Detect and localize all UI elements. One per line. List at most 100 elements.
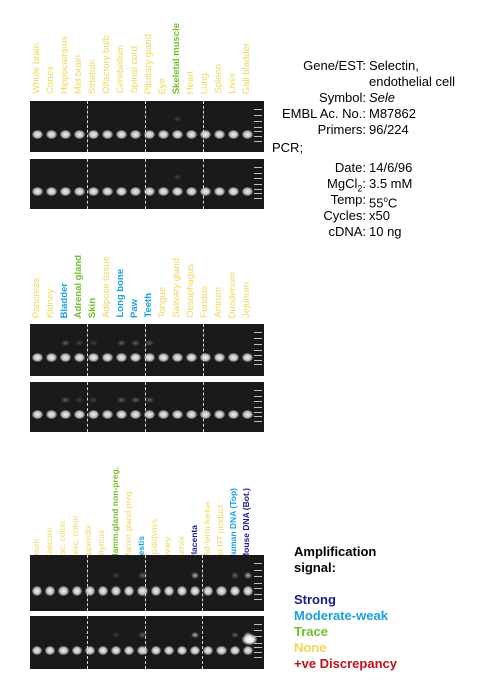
- pcr-heading-text: PCR;: [272, 140, 304, 155]
- gel-product-band: [131, 397, 140, 403]
- gel-band: [116, 187, 127, 196]
- gel-band: [216, 645, 227, 656]
- lane-label: Adrenal gland: [73, 254, 84, 318]
- lane-label: Cortex: [45, 66, 56, 94]
- info-value: Sele: [369, 90, 396, 105]
- gel-band: [228, 129, 239, 139]
- gel-band: [190, 645, 201, 656]
- lane-divider: [87, 159, 88, 209]
- gel-band: [88, 187, 99, 196]
- info-row: MgCl2: 3.5 mM: [268, 176, 478, 194]
- lane-label: Antrum: [213, 287, 224, 318]
- gel-band: [186, 353, 197, 363]
- gel-band: [71, 645, 82, 656]
- info-key: Symbol:: [319, 90, 366, 105]
- info-row: endothelial cell: [268, 74, 478, 90]
- gel-band: [242, 410, 253, 419]
- lane-label: Whole brain: [31, 43, 42, 94]
- gel-band: [58, 645, 69, 656]
- gel-product-band: [61, 339, 70, 346]
- gene-info-block: Gene/EST: Selectin, endothelial cell Symbol…: [268, 58, 478, 240]
- gel-band: [176, 586, 188, 597]
- info-row: Primers: 96/224: [268, 122, 478, 138]
- lane-label: Mid-term foetus: [201, 500, 212, 560]
- gel-band: [32, 645, 43, 656]
- gel-band: [130, 187, 141, 196]
- gel-band: [124, 586, 135, 597]
- info-value: endothelial cell: [369, 74, 456, 89]
- gel-band: [45, 586, 56, 597]
- gel-band: [84, 645, 95, 656]
- gel-product-band: [230, 571, 239, 579]
- lane-label: Hippocampus: [59, 35, 70, 94]
- gel-band: [200, 410, 211, 419]
- gel-band: [88, 353, 99, 363]
- legend-title: signal:: [294, 560, 336, 575]
- gel-band: [46, 129, 57, 139]
- gel-band: [32, 187, 43, 196]
- gel-band: [172, 129, 183, 139]
- gel-band: [130, 353, 141, 363]
- gel-band: [172, 353, 183, 363]
- gel-band: [158, 129, 169, 139]
- gel-band: [228, 187, 239, 196]
- lane-label: Salivary gland: [171, 258, 182, 318]
- gel-band: [88, 129, 99, 139]
- lane-label: Striatum: [87, 58, 98, 94]
- gel-band: [130, 129, 141, 139]
- lane-divider: [87, 101, 88, 152]
- lane-label: Spleen: [213, 64, 224, 94]
- legend-item-strong: Strong: [294, 592, 336, 607]
- gel-bright-spot: [241, 634, 257, 645]
- lane-label: Epididymis: [149, 518, 160, 560]
- gel-band: [116, 353, 127, 363]
- gel-product-band: [112, 571, 121, 579]
- gel-band: [97, 645, 109, 656]
- gel-band: [200, 353, 211, 363]
- gel-band: [60, 129, 71, 139]
- lane-label: Mid brain: [73, 54, 84, 94]
- gel-band: [186, 129, 197, 139]
- gel-product-band: [89, 397, 98, 403]
- lane-divider: [87, 382, 88, 432]
- gel-band: [58, 586, 69, 597]
- gel-band: [214, 410, 225, 419]
- gel-product-band: [138, 571, 147, 579]
- info-key: cDNA:: [328, 224, 366, 239]
- info-row: Cycles: x50: [268, 208, 478, 224]
- gel-band: [242, 129, 253, 139]
- gel-band: [172, 187, 183, 196]
- info-value: Selectin,: [369, 58, 419, 73]
- info-key: MgCl2:: [327, 176, 366, 194]
- gel-band: [186, 410, 197, 419]
- gel-image-panel-3-top: [30, 555, 264, 611]
- gel-band: [74, 410, 85, 419]
- lane-label: Pituitary gland: [143, 33, 154, 94]
- gel-band: [163, 645, 174, 656]
- info-value: 3.5 mM: [369, 176, 413, 191]
- gel-image-panel-2-top: [30, 324, 264, 376]
- lane-label: Adipose tissue: [101, 256, 112, 318]
- lane-label: Bladder: [59, 282, 70, 318]
- info-key: Gene/EST:: [303, 58, 366, 73]
- lane-divider: [87, 324, 88, 376]
- gel-band: [111, 645, 122, 656]
- legend-title: Amplification: [294, 544, 377, 559]
- gel-product-band: [112, 631, 121, 639]
- info-row: EMBL Ac. No.: M87862: [268, 106, 478, 122]
- gel-band: [242, 353, 253, 363]
- gel-band: [45, 645, 56, 656]
- gel-band: [144, 187, 155, 196]
- gel-band: [116, 410, 127, 419]
- gel-product-band: [75, 397, 84, 403]
- info-key: Primers:: [317, 122, 366, 137]
- amplification-legend: Amplification signal: Strong Moderate-weak T…: [294, 544, 397, 672]
- lane-divider: [145, 616, 146, 669]
- gel-band: [150, 586, 161, 597]
- gel-band: [228, 410, 239, 419]
- size-ladder: [254, 330, 262, 370]
- lane-label: Desc. colon: [70, 515, 81, 560]
- gel-band: [124, 645, 135, 656]
- gel-product-band: [191, 571, 200, 579]
- info-row: Symbol: Sele: [268, 90, 478, 106]
